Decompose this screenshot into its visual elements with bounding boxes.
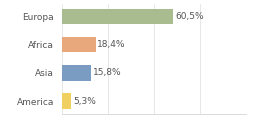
Bar [62, 37, 95, 52]
Text: 15,8%: 15,8% [93, 68, 121, 77]
Bar [62, 93, 71, 109]
Bar [62, 65, 91, 81]
Text: 18,4%: 18,4% [97, 40, 126, 49]
Text: 60,5%: 60,5% [175, 12, 204, 21]
Text: 5,3%: 5,3% [73, 97, 96, 106]
Bar [62, 9, 173, 24]
